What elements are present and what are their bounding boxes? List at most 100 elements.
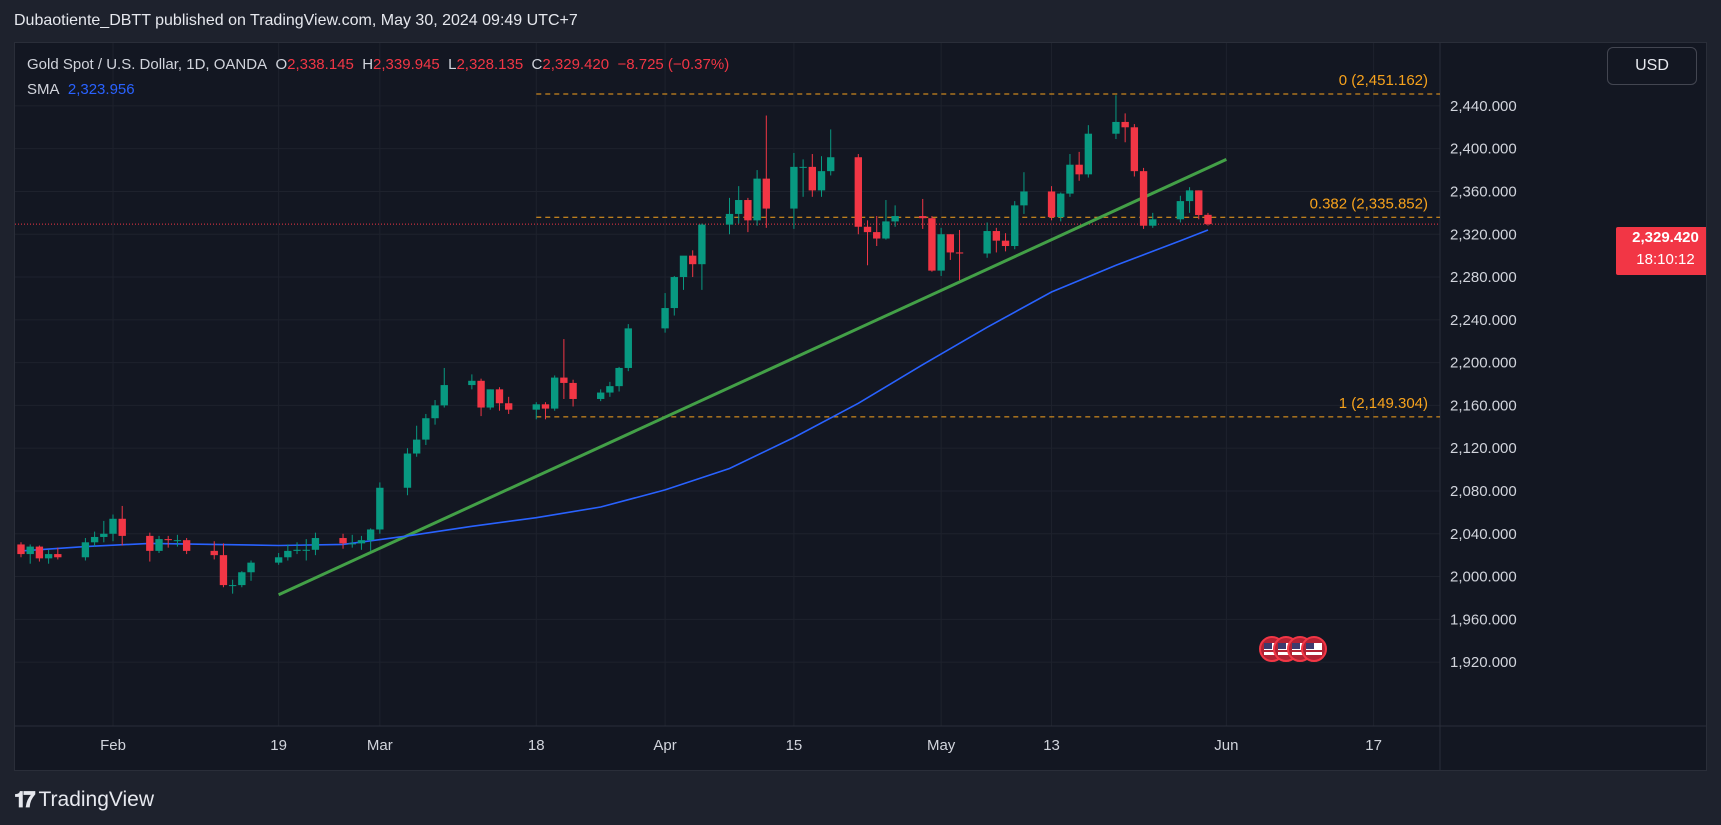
candle-body: [26, 546, 34, 555]
candle-body: [1075, 164, 1083, 175]
y-tick-label: 2,320.000: [1450, 226, 1517, 243]
x-tick-label: 19: [270, 737, 287, 754]
candle-body: [238, 572, 246, 586]
candle-body: [274, 557, 283, 563]
x-tick-label: Apr: [653, 737, 676, 754]
candle-body: [81, 542, 90, 558]
sma-label[interactable]: SMA: [27, 81, 60, 98]
y-tick-label: 2,120.000: [1450, 440, 1517, 457]
candle-body: [1185, 190, 1194, 202]
candle-body: [882, 221, 890, 239]
candle-body: [228, 585, 237, 587]
y-tick-label: 2,440.000: [1450, 98, 1517, 115]
candle-body: [1149, 219, 1157, 226]
candle-body: [790, 166, 798, 209]
sma-legend: SMA 2,323.956: [27, 78, 729, 103]
candle-body: [597, 392, 605, 399]
candle-body: [412, 439, 421, 454]
candle-body: [854, 157, 862, 227]
last-price-badge: 2,329.420 18:10:12: [1616, 227, 1706, 275]
candle-body: [311, 538, 320, 550]
y-tick-label: 2,080.000: [1450, 483, 1517, 500]
candle-body: [744, 200, 752, 221]
symbol-title[interactable]: Gold Spot / U.S. Dollar, 1D, OANDA: [27, 56, 268, 73]
candle-body: [293, 549, 301, 551]
candle-body: [1066, 164, 1074, 194]
x-tick-label: Mar: [367, 737, 393, 754]
candle-body: [541, 404, 550, 409]
currency-button[interactable]: USD: [1607, 47, 1697, 85]
candle-body: [100, 533, 108, 537]
candle-body: [615, 367, 623, 387]
candle-body: [44, 554, 53, 559]
low-key: L: [448, 56, 457, 73]
candle-body: [762, 178, 770, 209]
y-tick-label: 1,920.000: [1450, 654, 1517, 671]
candle-body: [35, 546, 44, 559]
candle-body: [670, 277, 678, 309]
candle-body: [118, 518, 126, 536]
candle-body: [928, 218, 936, 271]
candle-body: [1130, 127, 1139, 172]
x-tick-label: 18: [528, 737, 545, 754]
high-value: 2,339.945: [373, 56, 440, 73]
us-flag-event-icon: [1278, 643, 1286, 649]
candle-body: [1139, 171, 1148, 226]
candle-body: [339, 538, 347, 544]
candle-body: [735, 200, 743, 214]
y-tick-label: 2,400.000: [1450, 141, 1517, 158]
y-tick-label: 2,000.000: [1450, 569, 1517, 586]
candle-body: [210, 550, 218, 556]
y-tick-label: 2,200.000: [1450, 355, 1517, 372]
candle-body: [17, 544, 25, 555]
candle-body: [661, 308, 669, 329]
fib-level-label: 0 (2,451.162): [1339, 72, 1428, 89]
high-key: H: [362, 56, 374, 73]
candle-body: [477, 380, 485, 408]
y-tick-label: 2,040.000: [1450, 526, 1517, 543]
fib-level-label: 1 (2,149.304): [1339, 395, 1428, 412]
candle-body: [891, 216, 899, 222]
candle-body: [1001, 240, 1010, 247]
open-key: O: [275, 56, 288, 73]
trend-line: [278, 158, 1227, 597]
candle-body: [164, 539, 172, 541]
x-tick-label: May: [927, 737, 956, 754]
candle-body: [1020, 191, 1028, 206]
publish-info: Dubaotiente_DBTT published on TradingVie…: [14, 12, 578, 29]
candle-body: [919, 216, 927, 219]
close-value: 2,329.420: [542, 56, 610, 73]
fib-level-label: 0.382 (2,335.852): [1310, 195, 1428, 212]
price-chart[interactable]: 1,920.000 1,960.000 2,000.000 2,040.000 2,08…: [15, 43, 1706, 770]
us-flag-event-icon: [1292, 643, 1300, 649]
candle-body: [808, 166, 816, 191]
candle-body: [219, 555, 228, 586]
candle-body: [560, 377, 568, 383]
candle-body: [155, 539, 163, 551]
candle-body: [946, 234, 955, 253]
chart-pane[interactable]: 1,920.000 1,960.000 2,000.000 2,040.000 2,08…: [14, 42, 1707, 771]
candle-body: [1047, 191, 1056, 218]
candle-body: [992, 231, 1001, 241]
candle-body: [54, 554, 62, 558]
y-tick-label: 2,360.000: [1450, 183, 1517, 200]
candle-body: [937, 234, 945, 271]
candle-body: [1084, 133, 1093, 175]
y-tick-label: 2,240.000: [1450, 312, 1517, 329]
candle-body: [504, 403, 513, 410]
us-flag-event-icon: [1264, 643, 1272, 649]
candle-body: [1121, 121, 1129, 128]
bar-countdown: 18:10:12: [1636, 251, 1695, 268]
candle-body: [725, 213, 734, 225]
candle-body: [247, 562, 255, 573]
candle-body: [753, 178, 761, 221]
close-key: C: [531, 56, 543, 73]
candle-body: [1112, 121, 1120, 134]
y-tick-label: 1,960.000: [1450, 611, 1517, 628]
x-tick-label: Jun: [1214, 737, 1238, 754]
candle-body: [284, 550, 292, 558]
brand-name: TradingView: [38, 788, 155, 811]
candle-body: [799, 166, 807, 168]
tradingview-brand[interactable]: 𝟏𝟕 TradingView: [14, 786, 154, 814]
candle-body: [173, 540, 182, 542]
